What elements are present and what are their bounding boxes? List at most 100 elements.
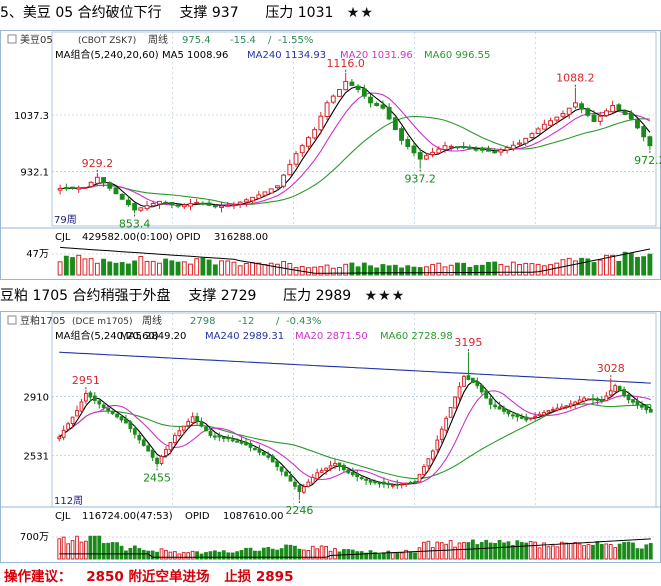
volume-bar [622, 542, 626, 560]
volume-bar [155, 551, 159, 560]
volume-bar [230, 552, 235, 560]
candle-body [144, 205, 150, 210]
candle-body [330, 95, 336, 103]
volume-bar [101, 258, 106, 276]
volume-bar [529, 263, 535, 276]
candle-body [537, 413, 542, 417]
candle-body [462, 375, 466, 387]
price-annotation: 3028 [597, 362, 625, 375]
volume-bar [208, 551, 213, 560]
candle-body [61, 429, 66, 438]
candle-body [79, 401, 84, 412]
candle-body [208, 430, 213, 436]
volume-bar [577, 543, 582, 560]
candle-body [324, 102, 330, 118]
candle-body [92, 395, 97, 401]
volume-bar [368, 550, 373, 560]
volume-bar [138, 256, 144, 276]
candle-body [616, 104, 622, 111]
candle-body [628, 112, 634, 120]
volume-bar [253, 550, 257, 560]
volume-bar [579, 257, 585, 276]
candle-body [640, 405, 644, 408]
volume-bar [417, 547, 422, 560]
volume-bar [301, 549, 306, 560]
price-change-sep: / [268, 35, 272, 46]
candle-body [591, 114, 597, 123]
price-change: -12 [238, 316, 254, 327]
volume-bar [595, 541, 600, 560]
volume-bar [150, 550, 155, 560]
candle-body [417, 152, 423, 160]
volume-bar [239, 550, 244, 560]
candle-body [484, 390, 489, 399]
candle-body [448, 406, 453, 418]
ma5-line [58, 380, 652, 488]
candle-body [435, 439, 440, 451]
rating-stars-1: ★★ [346, 5, 374, 21]
volume-bar [315, 548, 320, 560]
candle-body [461, 146, 467, 149]
candle-body [442, 145, 448, 151]
instrument-label: 美豆05 [20, 33, 53, 46]
candle-body [604, 110, 609, 116]
volume-bar [144, 260, 150, 276]
candle-body [315, 472, 320, 480]
volume-bar [169, 260, 175, 276]
candle-body [262, 191, 268, 196]
candle-body [146, 445, 151, 452]
volume-bar [610, 254, 616, 276]
candle-body [310, 476, 315, 484]
candle-body [564, 405, 569, 408]
volume-bar [172, 551, 177, 560]
candle-body [488, 398, 493, 405]
candle-body [270, 455, 275, 463]
trade-advice: 操作建议： 2850 附近空单进场 止损 2895 [4, 565, 303, 585]
ma-value-label: MA60 2728.98 [380, 331, 453, 342]
volume-bar [635, 548, 640, 560]
volume-bar [453, 546, 457, 560]
candle-body [515, 413, 520, 418]
candle-body [106, 407, 111, 412]
plot-area [51, 31, 657, 227]
volume-bar [573, 542, 578, 560]
period-label: 周线 [142, 314, 162, 327]
volume-bar [221, 550, 226, 560]
candle-body [230, 439, 235, 442]
volume-bar [157, 262, 162, 276]
ma5-line [60, 85, 651, 208]
advice-entry: 2850 附近空单进场 [86, 569, 210, 585]
volume-bar [349, 262, 355, 276]
candle-body [541, 123, 547, 130]
candle-body [622, 389, 626, 396]
volume-bar [455, 262, 460, 276]
price-annotation: 2455 [143, 471, 171, 484]
candle-body [524, 416, 529, 421]
candle-body [150, 449, 155, 458]
volume-bar [92, 535, 97, 560]
volume-bar [159, 548, 164, 560]
candle-body [346, 469, 351, 474]
volume-bar [631, 542, 635, 560]
volume-title: CJL [55, 232, 71, 243]
bar-count-label: 112周 [54, 495, 83, 507]
section-header-2: 豆粕 1705 合约稍强于外盘 支撑 2729 压力 2989 ★★★ [0, 285, 405, 305]
candle-body [377, 482, 382, 485]
volume-bar [132, 260, 138, 276]
volume-bar [181, 261, 187, 276]
volume-bar [293, 545, 297, 560]
candle-body [546, 410, 551, 413]
volume-bar [484, 539, 489, 560]
volume-bar [248, 547, 253, 560]
volume-bar [244, 547, 248, 560]
volume-bar [88, 535, 93, 560]
candle-body [159, 455, 164, 464]
volume-bar [63, 255, 69, 276]
candle-body [408, 481, 413, 484]
volume-bar [57, 538, 62, 560]
volume-bar [113, 262, 119, 276]
volume-bar [555, 546, 560, 560]
volume-value: 429582.00(0:100) [82, 232, 173, 243]
candle-body [423, 155, 429, 160]
candle-body [268, 188, 274, 194]
